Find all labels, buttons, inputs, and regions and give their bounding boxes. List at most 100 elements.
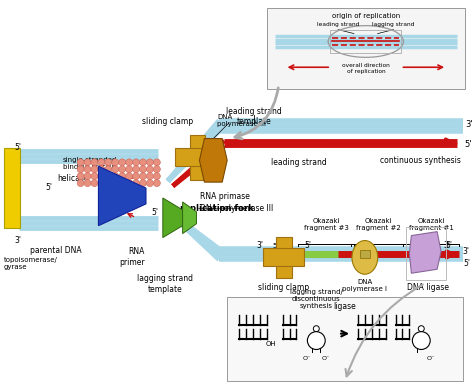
Text: leading strand: leading strand <box>271 158 327 167</box>
Circle shape <box>146 159 154 166</box>
Text: 3': 3' <box>15 236 22 245</box>
Circle shape <box>139 166 146 173</box>
Text: O⁻: O⁻ <box>427 356 435 361</box>
Text: sliding clamp: sliding clamp <box>142 117 193 126</box>
Circle shape <box>154 180 160 187</box>
Circle shape <box>119 166 126 173</box>
FancyBboxPatch shape <box>190 135 205 180</box>
Circle shape <box>146 166 154 173</box>
Circle shape <box>133 159 139 166</box>
Text: leading strand
template: leading strand template <box>226 107 282 126</box>
Text: DNA polymerase III: DNA polymerase III <box>201 204 273 213</box>
Circle shape <box>91 159 98 166</box>
Text: topoisomerase/
gyrase: topoisomerase/ gyrase <box>3 258 57 270</box>
Circle shape <box>112 159 119 166</box>
Circle shape <box>419 326 424 332</box>
Text: sliding clamp: sliding clamp <box>258 283 309 292</box>
Circle shape <box>91 173 98 180</box>
Text: 3': 3' <box>465 120 473 129</box>
Circle shape <box>119 180 126 187</box>
Text: DNA ligase: DNA ligase <box>407 283 449 292</box>
Circle shape <box>98 166 105 173</box>
Text: ligase: ligase <box>334 302 356 311</box>
Text: Okazaki
fragment #1: Okazaki fragment #1 <box>409 218 454 231</box>
Text: overall direction
of replication: overall direction of replication <box>342 63 390 74</box>
Text: 5': 5' <box>151 209 158 217</box>
Polygon shape <box>163 198 182 238</box>
Text: helicase: helicase <box>57 173 89 183</box>
Circle shape <box>84 159 91 166</box>
Circle shape <box>77 173 84 180</box>
Text: 5': 5' <box>463 259 470 268</box>
Text: DNA
polymerase I: DNA polymerase I <box>342 279 387 292</box>
Text: Okazaki
fragment #2: Okazaki fragment #2 <box>356 218 401 231</box>
Circle shape <box>154 166 160 173</box>
Circle shape <box>84 180 91 187</box>
Circle shape <box>133 173 139 180</box>
Text: single-stranded
binding protein: single-stranded binding protein <box>63 158 117 170</box>
Circle shape <box>139 159 146 166</box>
Circle shape <box>154 173 160 180</box>
Text: continuous synthesis: continuous synthesis <box>380 156 461 165</box>
Circle shape <box>105 159 112 166</box>
Circle shape <box>126 166 133 173</box>
Circle shape <box>313 326 319 332</box>
Circle shape <box>77 166 84 173</box>
Text: OH: OH <box>265 340 276 347</box>
Text: lagging strand
template: lagging strand template <box>137 274 193 294</box>
Circle shape <box>133 166 139 173</box>
Text: P: P <box>418 336 424 345</box>
Text: leading strand: leading strand <box>317 22 359 27</box>
Text: lagging strand/
discontinuous
synthesis: lagging strand/ discontinuous synthesis <box>290 289 343 309</box>
Text: 5': 5' <box>465 140 473 149</box>
Circle shape <box>98 173 105 180</box>
Circle shape <box>139 173 146 180</box>
Text: 3': 3' <box>256 241 264 250</box>
FancyBboxPatch shape <box>227 297 463 381</box>
Circle shape <box>139 180 146 187</box>
Circle shape <box>112 180 119 187</box>
Circle shape <box>146 173 154 180</box>
Polygon shape <box>182 202 197 234</box>
Circle shape <box>154 159 160 166</box>
Circle shape <box>119 159 126 166</box>
Circle shape <box>77 180 84 187</box>
Text: P: P <box>313 336 319 345</box>
Text: 3': 3' <box>172 221 179 230</box>
Text: 5': 5' <box>273 242 279 249</box>
Circle shape <box>112 173 119 180</box>
Circle shape <box>98 159 105 166</box>
Circle shape <box>308 332 325 349</box>
Circle shape <box>105 173 112 180</box>
Text: 5': 5' <box>15 144 22 152</box>
Text: RNA primase: RNA primase <box>201 192 250 201</box>
Text: replication fork: replication fork <box>180 204 254 213</box>
Text: O⁻: O⁻ <box>302 356 310 361</box>
Text: 5': 5' <box>445 241 452 250</box>
Text: O⁻: O⁻ <box>322 356 330 361</box>
Text: 3': 3' <box>463 247 470 256</box>
Circle shape <box>119 173 126 180</box>
Text: lagging strand: lagging strand <box>373 22 415 27</box>
Circle shape <box>126 159 133 166</box>
Circle shape <box>77 159 84 166</box>
Text: origin of replication: origin of replication <box>332 13 400 19</box>
Circle shape <box>91 180 98 187</box>
FancyBboxPatch shape <box>4 149 20 228</box>
Text: DNA
polymerase III: DNA polymerase III <box>217 114 266 127</box>
Text: RNA
primer: RNA primer <box>119 247 145 267</box>
Circle shape <box>146 180 154 187</box>
Text: 5': 5' <box>46 182 53 191</box>
FancyBboxPatch shape <box>267 8 465 89</box>
Text: parental DNA: parental DNA <box>30 245 82 254</box>
Circle shape <box>412 332 430 349</box>
Text: 5': 5' <box>304 241 311 250</box>
Text: Okazaki
fragment #3: Okazaki fragment #3 <box>304 218 349 231</box>
Text: 3': 3' <box>444 241 450 250</box>
Circle shape <box>84 166 91 173</box>
FancyBboxPatch shape <box>175 149 220 166</box>
Text: 3': 3' <box>284 244 291 251</box>
Circle shape <box>91 166 98 173</box>
FancyBboxPatch shape <box>263 249 304 266</box>
Circle shape <box>126 180 133 187</box>
